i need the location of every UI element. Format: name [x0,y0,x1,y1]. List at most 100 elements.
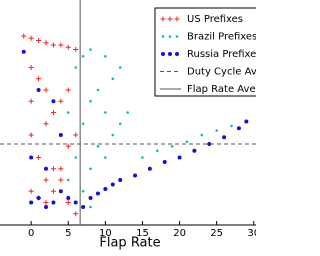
point [28,65,34,70]
point [156,149,159,153]
point [65,200,71,205]
point [66,178,70,182]
legend-marker [167,16,173,22]
point [66,111,70,114]
point [185,140,189,144]
point [28,132,34,138]
point [51,200,56,205]
point [29,200,34,205]
legend-marker [168,52,172,56]
point [21,33,27,39]
point [50,188,56,194]
point [110,182,115,187]
point [236,126,241,131]
x-tick-label: 5 [65,228,71,239]
point [111,133,115,137]
point [133,173,138,178]
point [96,88,100,92]
point [118,178,123,182]
point [177,155,182,160]
point [104,156,107,159]
point [43,40,49,46]
point [66,196,71,200]
legend-marker [160,16,166,22]
point [74,66,77,69]
legend-label: Brazil Prefixes [187,32,256,43]
point [200,133,204,137]
point [43,87,49,93]
point [73,47,79,52]
point [43,177,49,183]
point [215,129,218,132]
point [104,111,107,114]
point [50,110,56,115]
legend-label: US Prefixes [187,14,243,25]
legend-label: Duty Cycle Ave [187,67,256,78]
legend-marker [174,16,180,22]
point [28,188,34,194]
point [29,155,34,160]
point [58,98,64,104]
x-tick-label: 20 [173,228,186,239]
point [118,122,122,126]
point [43,121,49,127]
point [65,44,71,50]
legend: US Prefixes Brazil Prefixes Russia Prefixe… [154,7,256,97]
legend-label: Flap Rate Ave [187,84,256,95]
legend-label: Russia Prefixes [187,49,256,60]
plot-frame [0,224,256,226]
legend-marker [168,35,172,38]
legend-marker [161,52,165,56]
point [50,166,56,172]
point [58,189,63,194]
point [141,156,144,159]
point [58,166,64,172]
x-tick-label: 10 [99,228,112,239]
point [73,132,79,138]
x-tick-label: 30 [247,228,256,239]
point [73,200,78,205]
point [126,111,129,114]
legend-box [154,7,256,97]
point [207,142,212,146]
legend-marker [175,52,179,56]
point [74,156,77,159]
x-tick-label: 15 [136,228,149,239]
point [96,144,100,148]
point [51,99,56,104]
point [104,54,107,58]
point [73,211,79,217]
point [162,160,167,164]
point [95,191,100,196]
point [43,200,49,205]
point [65,143,71,149]
point [170,144,174,148]
point [147,166,152,171]
point [36,38,42,43]
point [192,148,197,153]
point [58,177,64,183]
point [28,35,34,41]
point [58,133,63,137]
x-tick-label: 0 [28,228,34,239]
point [44,166,49,171]
point [81,189,85,193]
point [36,155,42,160]
x-axis-label: Flap Rate [99,236,160,251]
point [81,54,85,58]
point [89,99,92,103]
point [44,205,49,209]
legend-marker [175,35,179,38]
point [89,167,92,171]
legend-marker [161,35,165,38]
point [118,66,122,69]
point [58,42,64,48]
point [88,196,93,200]
point [65,87,71,93]
point [36,76,42,82]
point [103,187,108,191]
point [89,205,92,209]
chart: Flap Rate 0 5 10 15 20 25 30 US Prefixes Brazil … [0,0,256,251]
point [50,42,56,48]
